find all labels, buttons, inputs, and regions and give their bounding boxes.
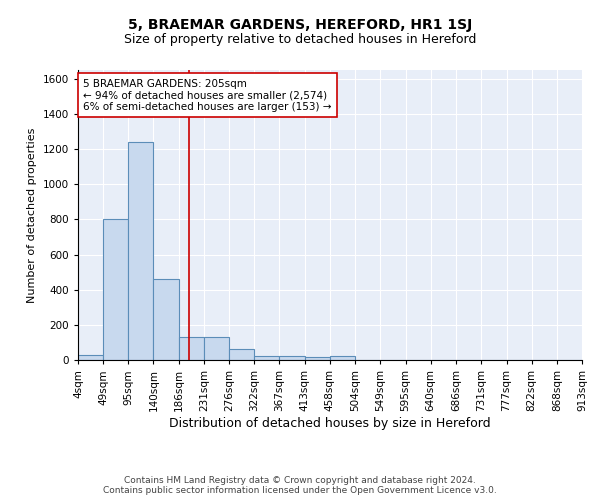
Bar <box>254 356 279 360</box>
Bar <box>78 354 103 360</box>
Text: Size of property relative to detached houses in Hereford: Size of property relative to detached ho… <box>124 32 476 46</box>
Y-axis label: Number of detached properties: Number of detached properties <box>27 128 37 302</box>
Bar <box>330 356 355 360</box>
Bar <box>229 348 254 360</box>
Bar <box>128 142 154 360</box>
Bar <box>179 337 204 360</box>
Text: 5 BRAEMAR GARDENS: 205sqm
← 94% of detached houses are smaller (2,574)
6% of sem: 5 BRAEMAR GARDENS: 205sqm ← 94% of detac… <box>83 78 332 112</box>
X-axis label: Distribution of detached houses by size in Hereford: Distribution of detached houses by size … <box>169 416 491 430</box>
Bar <box>154 279 179 360</box>
Bar <box>305 358 330 360</box>
Bar <box>204 337 229 360</box>
Text: Contains HM Land Registry data © Crown copyright and database right 2024.
Contai: Contains HM Land Registry data © Crown c… <box>103 476 497 495</box>
Bar <box>103 220 128 360</box>
Bar <box>279 356 305 360</box>
Text: 5, BRAEMAR GARDENS, HEREFORD, HR1 1SJ: 5, BRAEMAR GARDENS, HEREFORD, HR1 1SJ <box>128 18 472 32</box>
